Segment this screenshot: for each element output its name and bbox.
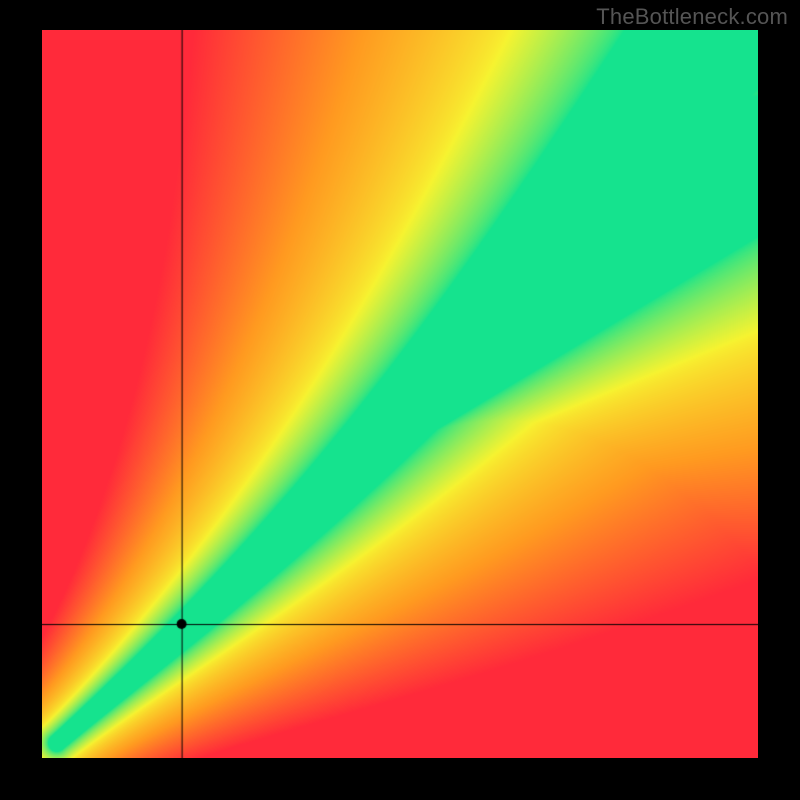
chart-container: TheBottleneck.com	[0, 0, 800, 800]
plot-border-right	[758, 30, 800, 758]
crosshair-overlay	[42, 30, 758, 758]
watermark-text: TheBottleneck.com	[596, 4, 788, 30]
plot-border-bottom	[0, 758, 800, 800]
plot-border-left	[0, 30, 42, 758]
